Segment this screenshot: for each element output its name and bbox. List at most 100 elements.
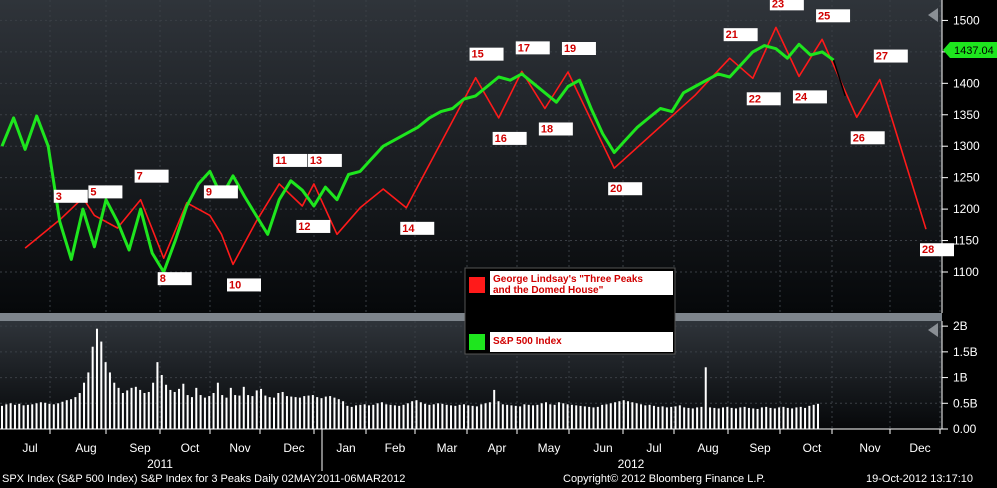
marker-label-7: 7: [137, 171, 143, 183]
marker-box-18: [538, 122, 573, 136]
marker-box-10: [227, 278, 261, 292]
volume-bar: [48, 403, 51, 429]
volume-bar: [588, 406, 591, 429]
volume-bar: [696, 407, 699, 429]
volume-bar: [225, 397, 228, 429]
volume-bar: [389, 404, 392, 429]
marker-label-12: 12: [298, 221, 310, 233]
volume-bar: [458, 404, 461, 429]
volume-bar: [583, 406, 586, 429]
volume-bar: [311, 395, 314, 429]
volume-bar: [186, 395, 189, 429]
volume-bar: [195, 387, 198, 429]
volume-bar: [462, 404, 465, 429]
volume-bar: [268, 397, 271, 429]
volume-bar: [415, 400, 418, 429]
marker-label-17: 17: [518, 42, 530, 54]
volume-bar: [1, 405, 3, 429]
volume-bar: [329, 396, 332, 429]
volume-bar: [208, 396, 211, 429]
volume-bar: [691, 408, 694, 429]
marker-label-21: 21: [726, 29, 738, 41]
volume-bar: [545, 402, 547, 429]
volume-bar: [277, 393, 280, 429]
marker-box-15: [469, 47, 504, 61]
volume-bar: [126, 390, 129, 429]
volume-bar: [61, 401, 64, 429]
month-label: Oct: [803, 441, 822, 455]
volume-bar: [570, 404, 573, 429]
marker-box-16: [492, 131, 527, 145]
volume-bar: [31, 404, 34, 429]
marker-box-21: [723, 28, 758, 42]
volume-bar: [722, 407, 725, 429]
volume-bar: [298, 397, 301, 429]
volume-bar: [324, 396, 327, 429]
volume-bar: [713, 407, 716, 429]
volume-bar: [428, 404, 431, 429]
volume-bar: [648, 404, 651, 429]
volume-bar: [575, 405, 578, 429]
volume-bar: [9, 403, 12, 429]
legend-label-bg-three-peaks: [490, 271, 673, 295]
volume-bar: [804, 407, 807, 429]
volume-bar: [367, 405, 370, 429]
volume-bar: [355, 405, 358, 429]
volume-bar: [618, 401, 621, 429]
volume-bar: [596, 406, 599, 429]
month-label: Nov: [229, 441, 250, 455]
marker-box-17: [515, 41, 550, 55]
volume-bar: [484, 403, 487, 429]
volume-bar: [178, 388, 181, 429]
volume-bar: [104, 362, 107, 429]
volume-bar: [808, 405, 811, 429]
volume-bar: [363, 404, 366, 429]
volume-tick-label: 0.00: [953, 422, 977, 436]
volume-bar: [717, 408, 720, 429]
volume-bar: [747, 407, 750, 429]
series-line-2: [832, 59, 846, 97]
volume-bar: [385, 404, 388, 429]
volume-bar: [674, 406, 677, 429]
volume-bar: [337, 399, 340, 429]
volume-bar: [786, 407, 789, 429]
volume-bar: [791, 408, 794, 429]
marker-box-26: [850, 131, 885, 145]
marker-label-8: 8: [160, 273, 166, 285]
volume-bar: [169, 389, 172, 429]
volume-bar: [782, 406, 785, 429]
volume-bar: [39, 402, 42, 429]
volume-bar: [290, 396, 293, 429]
volume-bar: [203, 397, 206, 429]
marker-box-22: [746, 92, 781, 106]
footer-bar: SPX Index (S&P 500 Index) S&P Index for …: [0, 471, 997, 488]
price-tick-label: 1400: [953, 76, 980, 90]
marker-label-9: 9: [206, 186, 212, 198]
legend-label-three-peaks-line2: and the Domed House": [493, 285, 604, 296]
volume-bar: [661, 406, 664, 429]
volume-bar: [44, 402, 47, 429]
volume-bar: [454, 405, 457, 429]
month-label: Oct: [181, 441, 200, 455]
volume-bar: [432, 404, 435, 429]
volume-bar: [350, 406, 353, 429]
volume-bar: [406, 403, 409, 429]
volume-bar: [709, 407, 712, 429]
volume-bar: [557, 402, 560, 429]
panel-collapse-icon[interactable]: [928, 8, 938, 22]
volume-bar: [480, 404, 483, 429]
volume-bar: [199, 395, 202, 429]
volume-bar: [247, 395, 250, 429]
volume-bar: [398, 405, 401, 429]
volume-bar: [592, 407, 595, 429]
volume-bar: [743, 406, 746, 429]
volume-bar: [419, 402, 422, 429]
volume-bar: [765, 406, 768, 429]
month-label: Apr: [488, 441, 507, 455]
volume-bar: [147, 391, 150, 429]
series-line-0: [24, 26, 927, 266]
volume-collapse-icon[interactable]: [928, 323, 938, 337]
volume-bar: [182, 383, 185, 429]
volume-bar: [108, 372, 111, 429]
volume-bar: [445, 404, 448, 429]
